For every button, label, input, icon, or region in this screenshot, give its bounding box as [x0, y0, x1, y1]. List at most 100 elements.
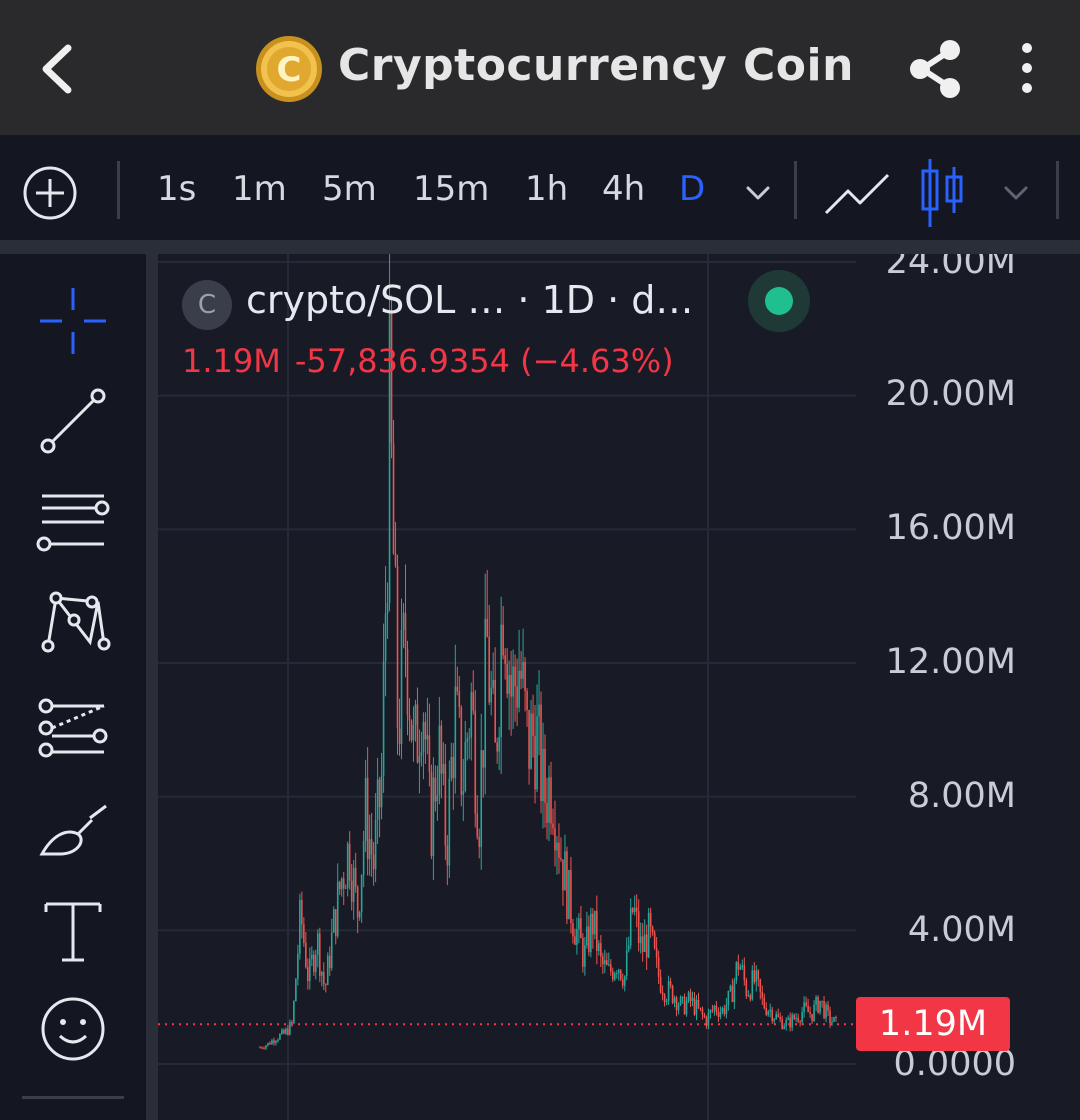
- toolbar-separator: [117, 161, 120, 219]
- symbol-title[interactable]: crypto/SOL … · 1D · d…: [246, 278, 694, 322]
- candle-body: [390, 310, 393, 444]
- trend-line-icon[interactable]: [30, 378, 116, 464]
- timeframe-5m[interactable]: 5m: [322, 169, 377, 209]
- candle-body: [723, 1008, 726, 1014]
- candle-body: [791, 1014, 793, 1028]
- horizontal-lines-icon[interactable]: [30, 482, 116, 568]
- candle-body: [542, 748, 544, 802]
- candle-body: [753, 970, 756, 982]
- market-status-icon[interactable]: [748, 270, 810, 332]
- candle-body: [606, 960, 608, 966]
- candle-body: [402, 612, 405, 630]
- candle-body: [592, 913, 594, 935]
- candle-body: [619, 969, 622, 980]
- candle-body: [430, 771, 433, 856]
- timeframe-4h[interactable]: 4h: [602, 169, 646, 209]
- candle-body: [470, 692, 473, 738]
- more-vertical-icon[interactable]: [1005, 40, 1049, 100]
- candle-body: [588, 926, 590, 953]
- candle-body: [580, 918, 582, 939]
- timeframe-d[interactable]: D: [679, 169, 706, 209]
- symbol-logo-icon: C: [182, 280, 232, 330]
- candle-body: [771, 1009, 774, 1022]
- legend-last-value: 1.19M: [182, 342, 281, 380]
- candle-body: [452, 756, 455, 779]
- app-header: C Cryptocurrency Coin: [0, 0, 1080, 135]
- candle-body: [474, 710, 477, 814]
- y-axis-tick: 20.00M: [885, 374, 1016, 414]
- candle-body: [392, 443, 395, 554]
- candle-body: [699, 1007, 702, 1009]
- candle-body: [299, 900, 301, 954]
- timeframe-15m[interactable]: 15m: [413, 169, 490, 209]
- candle-body: [574, 936, 576, 945]
- candle-body: [285, 1028, 287, 1034]
- candle-body: [526, 691, 528, 710]
- timeframe-1m[interactable]: 1m: [232, 169, 287, 209]
- candle-body: [418, 756, 421, 763]
- candle-body: [342, 878, 345, 889]
- candle-body: [713, 1005, 716, 1011]
- candle-body: [368, 839, 371, 860]
- candle-body: [380, 775, 383, 808]
- emoji-icon[interactable]: [30, 986, 116, 1072]
- candle-body: [334, 909, 337, 937]
- price-chart[interactable]: C crypto/SOL … · 1D · d… 1.19M -57,836.93…: [158, 254, 1080, 1120]
- candle-body: [384, 613, 387, 662]
- candle-body: [416, 704, 419, 763]
- candle-body: [426, 735, 429, 740]
- candle-body: [675, 997, 678, 1011]
- candle-body: [604, 960, 606, 965]
- candle-body: [578, 918, 580, 929]
- back-arrow-icon[interactable]: [28, 36, 88, 102]
- share-icon[interactable]: [900, 36, 970, 102]
- candle-body: [360, 874, 363, 913]
- candle-body: [827, 1004, 829, 1011]
- candle-body: [514, 666, 516, 687]
- candle-body: [719, 1011, 722, 1017]
- fib-retracement-icon[interactable]: [30, 684, 116, 770]
- candle-body: [350, 880, 353, 902]
- candle-body: [823, 1001, 825, 1019]
- text-icon[interactable]: [30, 890, 116, 976]
- timeframe-1s[interactable]: 1s: [157, 169, 197, 209]
- candle-body: [366, 777, 369, 860]
- candle-body: [362, 840, 365, 875]
- candle-body: [450, 756, 453, 779]
- candlestick-icon[interactable]: [918, 157, 966, 229]
- candlestick-chart[interactable]: [158, 254, 1080, 1120]
- candle-body: [623, 976, 626, 986]
- timeframe-1h[interactable]: 1h: [525, 169, 569, 209]
- candle-body: [793, 1014, 795, 1019]
- candle-body: [338, 881, 341, 890]
- line-chart-icon[interactable]: [822, 165, 892, 221]
- candle-body: [789, 1017, 791, 1028]
- candle-body: [729, 986, 732, 991]
- candle-body: [695, 999, 698, 1015]
- candle-body: [811, 1013, 813, 1021]
- candle-body: [448, 778, 451, 866]
- candle-body: [394, 553, 397, 566]
- brush-icon[interactable]: [30, 788, 116, 874]
- candle-body: [490, 687, 492, 703]
- candle-body: [701, 1008, 704, 1015]
- candle-body: [269, 1042, 271, 1045]
- candle-body: [584, 945, 586, 967]
- candle-body: [787, 1017, 789, 1020]
- y-axis-tick: 24.00M: [885, 254, 1016, 282]
- candle-body: [508, 675, 510, 694]
- candle-body: [779, 1017, 781, 1019]
- chevron-down-icon[interactable]: [740, 175, 776, 211]
- add-circle-icon[interactable]: [22, 165, 78, 221]
- candle-body: [817, 997, 819, 1013]
- candle-body: [568, 870, 570, 920]
- candle-body: [522, 662, 524, 679]
- candle-body: [275, 1041, 277, 1044]
- candle-body: [303, 924, 305, 943]
- crosshair-icon[interactable]: [30, 278, 116, 364]
- pattern-icon[interactable]: [30, 580, 116, 666]
- candle-body: [566, 851, 568, 920]
- candle-body: [815, 997, 817, 1005]
- candle-body: [693, 997, 696, 1015]
- chevron-down-icon[interactable]: [998, 175, 1034, 211]
